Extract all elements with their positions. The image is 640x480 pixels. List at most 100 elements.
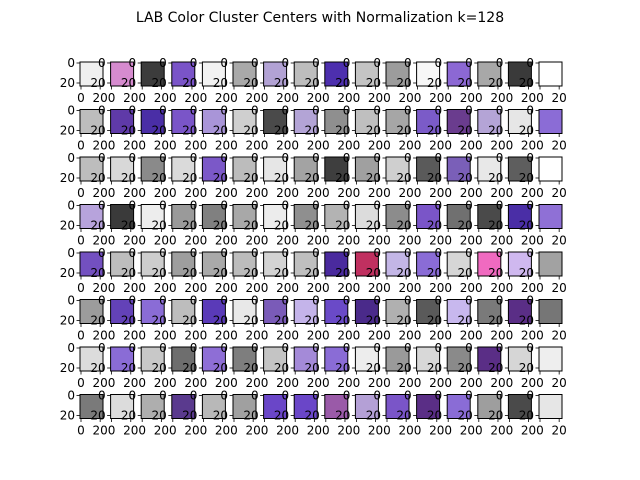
xtick-label: 20 xyxy=(93,424,108,438)
ytick-label: 0 xyxy=(435,199,443,213)
patch-frame xyxy=(232,251,257,277)
ytick-label: 20 xyxy=(335,124,350,138)
patch-shading xyxy=(171,204,195,229)
xtick-label: 20 xyxy=(490,424,505,438)
patch-frame xyxy=(446,299,471,324)
ytick-label: 0 xyxy=(282,389,290,403)
patch-shading xyxy=(171,347,195,371)
patch-shading xyxy=(294,299,318,324)
xtick-label: 20 xyxy=(307,424,322,438)
ytick-label: 0 xyxy=(312,341,320,355)
patch-shading xyxy=(233,157,256,181)
patch-frame xyxy=(293,299,318,324)
ytick-label: 20 xyxy=(519,314,534,328)
patch-frame xyxy=(140,156,165,182)
ytick-label: 20 xyxy=(274,124,289,138)
ytick-label: 20 xyxy=(90,361,105,375)
ytick-label: 20 xyxy=(152,76,167,90)
ytick-label: 0 xyxy=(190,341,198,355)
ytick-label: 20 xyxy=(243,76,258,90)
xtick-label: 0 xyxy=(383,281,391,295)
xtick-label: 20 xyxy=(184,329,199,343)
xtick-label: 20 xyxy=(184,376,199,390)
ytick-label: 0 xyxy=(373,56,381,70)
ytick-label: 20 xyxy=(274,409,289,423)
patch-frame xyxy=(507,109,532,134)
xtick-label: 0 xyxy=(200,234,208,248)
patch-shading xyxy=(477,394,501,419)
patch-shading xyxy=(263,299,287,324)
patch-shading xyxy=(294,394,318,419)
patch-frame xyxy=(79,204,104,229)
ytick-label: 0 xyxy=(373,151,381,165)
ytick-label: 20 xyxy=(213,171,228,185)
ytick-label: 20 xyxy=(213,76,228,90)
patch-shading xyxy=(416,252,440,276)
ytick-label: 20 xyxy=(396,219,411,233)
patch-frame xyxy=(263,109,288,134)
patch-shading xyxy=(171,252,195,276)
ytick-label: 20 xyxy=(243,171,258,185)
ytick-label: 0 xyxy=(251,341,259,355)
ytick-label: 20 xyxy=(488,266,503,280)
ytick-label: 0 xyxy=(435,341,443,355)
ytick-label: 20 xyxy=(366,361,381,375)
patch-frame xyxy=(140,109,165,134)
ytick-label: 0 xyxy=(220,341,228,355)
ytick-label: 0 xyxy=(312,246,320,260)
xtick-label: 0 xyxy=(506,329,514,343)
ytick-label: 20 xyxy=(396,361,411,375)
ytick-label: 0 xyxy=(129,199,137,213)
xtick-label: 0 xyxy=(169,234,177,248)
patch-shading xyxy=(324,347,348,371)
patch-shading xyxy=(80,109,103,134)
xtick-label: 0 xyxy=(169,376,177,390)
xtick-label: 0 xyxy=(322,234,330,248)
patch-frame xyxy=(232,346,257,372)
patch-frame xyxy=(79,346,104,372)
patch-shading xyxy=(539,347,562,371)
xtick-label: 0 xyxy=(291,91,299,105)
ytick-label: 20 xyxy=(396,409,411,423)
ytick-label: 0 xyxy=(373,199,381,213)
patch-shading xyxy=(416,109,440,134)
ytick-label: 20 xyxy=(152,171,167,185)
ytick-label: 0 xyxy=(190,151,198,165)
ytick-label: 0 xyxy=(465,151,473,165)
patch-shading xyxy=(539,62,562,86)
xtick-label: 0 xyxy=(536,139,544,153)
xtick-label: 20 xyxy=(246,424,261,438)
xtick-label: 0 xyxy=(414,281,422,295)
ytick-label: 20 xyxy=(396,171,411,185)
xtick-label: 0 xyxy=(230,186,238,200)
patch-frame xyxy=(110,61,135,87)
patch-frame xyxy=(324,394,349,419)
ytick-label: 0 xyxy=(98,104,106,118)
xtick-label: 0 xyxy=(475,186,483,200)
patch-frame xyxy=(507,299,532,324)
xtick-label: 0 xyxy=(291,139,299,153)
ytick-label: 0 xyxy=(282,246,290,260)
xtick-label: 0 xyxy=(536,234,544,248)
patch-shading xyxy=(539,109,562,134)
xtick-label: 0 xyxy=(261,234,269,248)
xtick-label: 20 xyxy=(429,91,444,105)
xtick-label: 20 xyxy=(552,234,567,248)
patch-frame xyxy=(477,204,502,229)
ytick-label: 0 xyxy=(526,151,534,165)
